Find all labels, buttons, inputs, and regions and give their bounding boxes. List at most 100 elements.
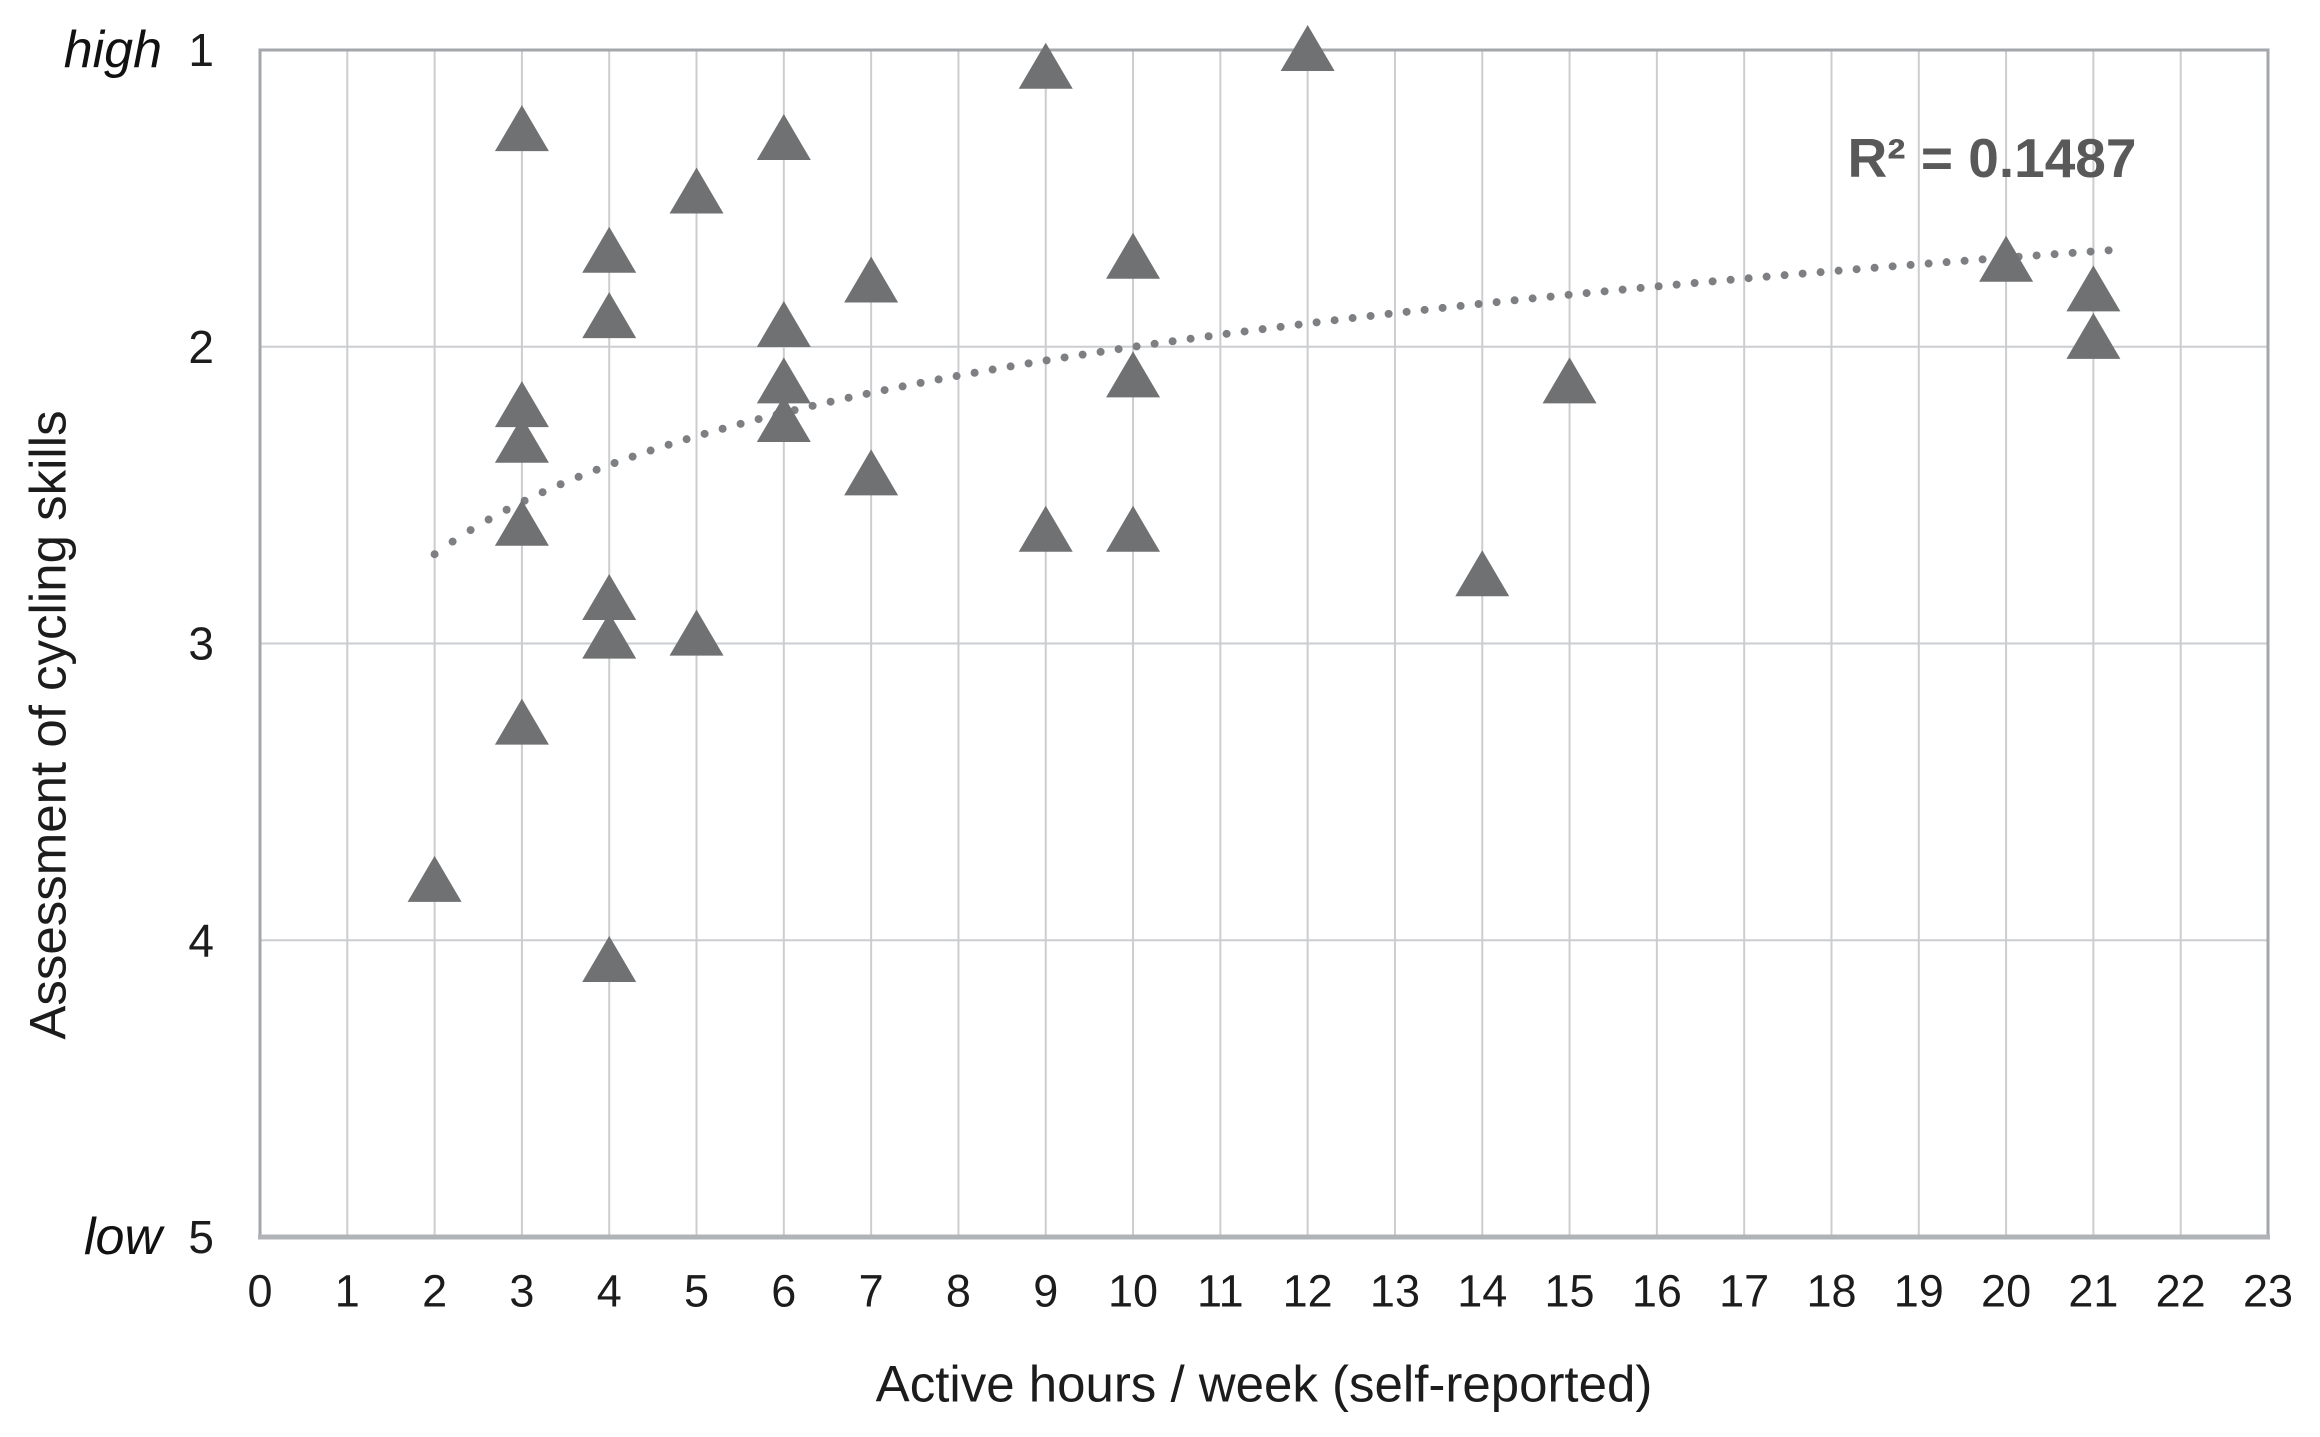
trend-dot [988,365,997,374]
data-point-marker [1106,232,1161,279]
trend-dot [592,465,601,474]
trend-dot [1420,305,1429,314]
y-tick-label-2: 2 [188,321,214,373]
trend-dot [1636,283,1645,292]
data-point-marker [669,167,724,214]
trend-dot [1654,282,1663,291]
trend-dot [1294,320,1303,329]
data-point-marker [844,256,899,303]
data-point-marker [494,381,549,428]
data-point-marker [1018,42,1073,89]
y-axis-high-label: high [64,21,162,79]
trend-dot [1276,322,1285,331]
y-tick-label-5: 5 [188,1211,214,1263]
trend-dot [1042,356,1051,365]
x-tick-label-15: 15 [1545,1266,1595,1317]
trend-dot [826,397,835,406]
trend-dot [1006,362,1015,371]
data-point-marker [669,609,724,656]
trend-dot [1726,275,1735,284]
x-tick-label-19: 19 [1894,1266,1944,1317]
trend-dot [1222,329,1231,338]
trend-dot [1852,265,1861,274]
trend-dot [1780,271,1789,280]
trend-dot [1672,280,1681,289]
trend-dot [430,550,439,559]
data-point-marker [407,855,462,902]
x-axis-title: Active hours / week (self-reported) [876,1356,1653,1413]
trend-dot [1564,290,1573,299]
data-point-marker [582,226,637,273]
x-tick-label-9: 9 [1033,1266,1058,1317]
trend-dot [574,472,583,481]
data-point-marker [494,499,549,546]
trend-dot [1816,268,1825,277]
trend-dot [1492,298,1501,307]
trend-dot [1204,332,1213,341]
y-tick-labels: 1 2 3 4 5 [188,24,214,1263]
trend-dot [448,537,457,546]
trend-dot [1258,325,1267,334]
x-tick-label-4: 4 [597,1266,622,1317]
data-point-marker [494,105,549,152]
trend-dot [1510,296,1519,305]
trend-dot [1186,334,1195,343]
trend-dot [646,446,655,455]
data-point-marker [582,612,637,659]
x-tick-label-23: 23 [2243,1266,2293,1317]
trend-dot [1384,309,1393,318]
x-tick-label-14: 14 [1457,1266,1507,1317]
data-point-marker [1106,505,1161,552]
data-point-marker [2066,312,2121,359]
trend-dot [682,435,691,444]
data-point-marker [582,292,637,339]
trend-dot [1402,307,1411,316]
trend-dot [1618,285,1627,294]
trend-dot [916,378,925,387]
trend-dot [1528,294,1537,303]
y-axis-low-label: low [84,1208,165,1266]
trend-dot [952,372,961,381]
trend-dot [628,452,637,461]
x-tick-label-20: 20 [1981,1266,2031,1317]
trend-dot [1690,278,1699,287]
y-tick-label-1: 1 [188,24,214,76]
trend-dot [2068,248,2077,257]
trend-dot [1942,258,1951,267]
x-tick-label-5: 5 [684,1266,709,1317]
trend-dot [1762,272,1771,281]
data-point-marker [756,395,811,442]
x-tick-label-17: 17 [1719,1266,1769,1317]
r-squared-annotation: R² = 0.1487 [1848,127,2137,189]
trend-dot [898,382,907,391]
trend-dot [754,415,763,424]
data-point-marker [582,936,637,983]
trend-dot [1978,255,1987,264]
data-point-marker [756,114,811,161]
trend-dot [1348,314,1357,323]
data-point-marker [1455,550,1510,597]
trend-dot [1708,277,1717,286]
data-point-marker [582,573,637,620]
trend-dot [610,458,619,467]
trend-dot [1924,259,1933,268]
trend-dot [1312,318,1321,327]
trend-dot [880,386,889,395]
trend-dot [808,401,817,410]
trend-dot [1870,263,1879,272]
data-point-marker [1018,505,1073,552]
x-tick-label-12: 12 [1283,1266,1333,1317]
trend-dot [1132,342,1141,351]
x-tick-label-22: 22 [2156,1266,2206,1317]
data-point-marker [756,357,811,404]
y-axis-title: Assessment of cycling skills [20,410,77,1039]
trend-dot [862,389,871,398]
horizontal-gridlines [260,49,2268,1238]
trend-dot [1600,287,1609,296]
trend-dot [970,368,979,377]
data-point-marker [494,698,549,745]
trend-dot [1438,303,1447,312]
trend-dot [1906,260,1915,269]
